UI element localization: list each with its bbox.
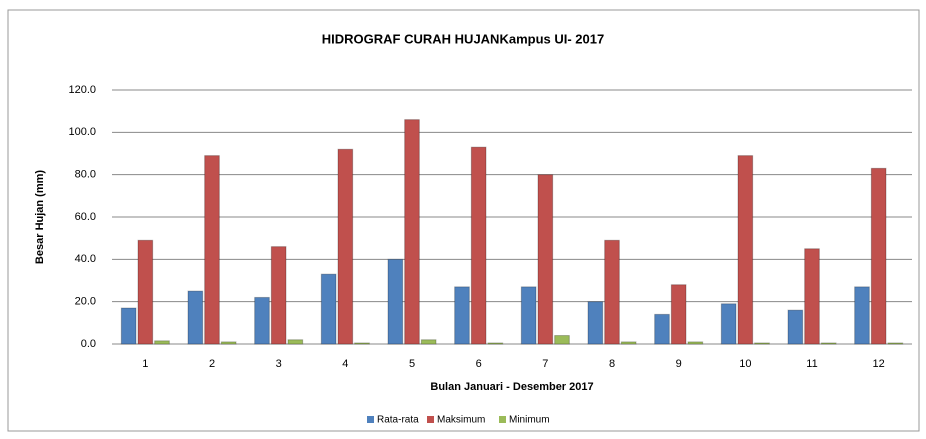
bar <box>887 342 904 345</box>
chart-frame <box>7 9 920 432</box>
x-tick-label: 2 <box>209 358 215 370</box>
bar <box>720 303 737 345</box>
x-tick-label: 12 <box>873 358 885 370</box>
x-tick-label: 6 <box>476 358 482 370</box>
y-tick-label: 0.0 <box>81 338 96 350</box>
x-tick-label: 5 <box>409 358 415 370</box>
legend-swatch <box>427 416 434 423</box>
bar <box>554 335 570 345</box>
x-axis-title: Bulan Januari - Desember 2017 <box>430 381 593 393</box>
y-tick-label: 40.0 <box>75 253 96 265</box>
bar <box>670 284 687 345</box>
bar <box>420 339 437 345</box>
bar <box>537 174 554 345</box>
bar <box>854 286 870 345</box>
y-tick-label: 60.0 <box>75 211 96 223</box>
y-tick-label: 100.0 <box>68 126 96 138</box>
bar <box>320 273 337 345</box>
bar <box>737 155 754 345</box>
x-tick-label: 7 <box>542 358 548 370</box>
bar <box>354 342 370 345</box>
bar <box>404 119 420 345</box>
legend-label: Minimum <box>509 415 550 426</box>
bar <box>604 239 620 345</box>
bar <box>587 301 604 345</box>
bar <box>754 342 770 345</box>
bar <box>154 340 170 345</box>
legend-swatch <box>499 416 506 423</box>
x-tick-label: 9 <box>676 358 682 370</box>
bar <box>820 342 837 345</box>
legend-label: Maksimum <box>437 415 485 426</box>
bar <box>120 307 137 345</box>
bar <box>804 248 820 345</box>
y-tick-label: 120.0 <box>68 84 96 96</box>
bar <box>137 239 154 345</box>
y-axis-title: Besar Hujan (mm) <box>34 170 46 264</box>
chart-title: HIDROGRAF CURAH HUJANKampus UI- 2017 <box>322 31 604 46</box>
bar <box>787 309 804 345</box>
x-tick-label: 3 <box>276 358 282 370</box>
x-tick-label: 8 <box>609 358 615 370</box>
y-tick-label: 20.0 <box>75 296 96 308</box>
legend-label: Rata-rata <box>377 415 419 426</box>
bar <box>254 296 270 345</box>
legend-swatch <box>367 416 374 423</box>
bar <box>387 258 404 345</box>
bar <box>454 286 470 345</box>
x-tick-label: 1 <box>142 358 148 370</box>
x-tick-label: 10 <box>739 358 751 370</box>
bar <box>870 167 887 345</box>
bar <box>270 246 287 345</box>
bar <box>687 341 704 345</box>
bar <box>620 341 637 345</box>
bar <box>654 313 670 345</box>
bar <box>337 148 354 345</box>
bar <box>187 290 204 345</box>
bar <box>220 341 237 345</box>
x-tick-label: 11 <box>806 358 817 370</box>
x-tick-label: 4 <box>342 358 348 370</box>
bar <box>487 342 504 345</box>
bar <box>470 146 487 345</box>
bar <box>287 339 304 345</box>
bar <box>520 286 537 345</box>
y-tick-label: 80.0 <box>75 169 96 181</box>
bar <box>204 155 220 345</box>
